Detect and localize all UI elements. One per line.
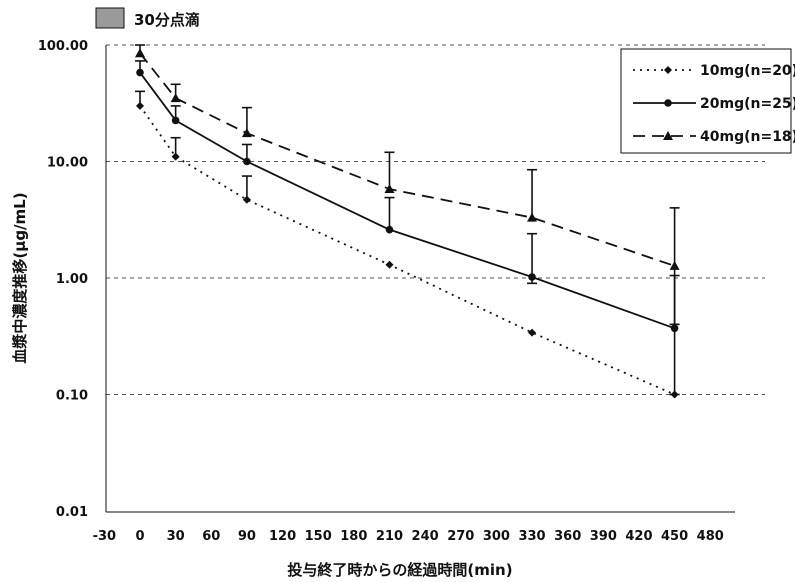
x-tick-label: 0: [135, 529, 144, 544]
diamond-marker: [242, 195, 251, 204]
axes: [105, 45, 735, 513]
legend-label: 20mg(n=25): [700, 96, 795, 112]
triangle-marker: [663, 131, 673, 140]
x-tick-label: -30: [93, 529, 117, 544]
legend-label: 10mg(n=20): [700, 63, 795, 79]
circle-marker: [664, 99, 672, 107]
x-tick-label: 90: [238, 529, 256, 544]
series-line: [139, 105, 675, 396]
x-tick-labels: -30 0 30 60 90 120 150 180 210 240 270 300 330 360 390…: [93, 529, 724, 544]
series-diamond: [135, 90, 679, 399]
triangle-marker: [135, 48, 145, 58]
x-axis-title: 投与終了時からの経過時間(min): [287, 561, 512, 579]
diamond-marker: [664, 66, 672, 74]
y-tick-label: 100.00: [38, 39, 88, 54]
circle-marker: [136, 68, 144, 77]
circle-marker: [385, 225, 394, 234]
x-tick-label: 270: [447, 529, 474, 544]
circle-marker: [528, 273, 536, 281]
series-line: [139, 72, 675, 330]
y-tick-label: 0.10: [56, 389, 88, 404]
x-tick-label: 480: [697, 529, 724, 544]
y-tick-labels: 100.00 10.00 1.00 0.10 0.01: [38, 39, 88, 520]
x-tick-label: 450: [661, 529, 688, 544]
x-tick-label: 360: [554, 529, 581, 544]
circle-marker: [171, 116, 180, 125]
x-tick-label: 390: [590, 529, 617, 544]
series-group: [135, 44, 680, 399]
diamond-marker: [171, 152, 180, 161]
triangle-marker: [170, 93, 181, 103]
header-note-label: 30分点滴: [134, 11, 200, 29]
circle-marker: [243, 157, 251, 166]
diamond-marker: [385, 260, 394, 269]
y-tick-label: 10.00: [47, 156, 88, 171]
series-line: [139, 52, 675, 267]
legend-label: 40mg(n=18): [700, 129, 795, 145]
circle-marker: [670, 324, 679, 333]
legend: 10mg(n=20) 20mg(n=25) 40mg(n=18): [620, 48, 795, 154]
x-tick-label: 30: [167, 529, 185, 544]
y-tick-label: 0.01: [56, 505, 88, 520]
x-tick-label: 120: [269, 529, 296, 544]
triangle-marker: [384, 184, 395, 194]
x-tick-label: 210: [376, 529, 403, 544]
x-tick-label: 420: [625, 529, 652, 544]
header-swatch: [95, 7, 125, 29]
grid-lines: [106, 44, 765, 395]
x-tick-label: 150: [305, 529, 332, 544]
diamond-marker: [528, 328, 537, 337]
x-tick-label: 300: [483, 529, 510, 544]
x-tick-label: 330: [518, 529, 545, 544]
y-axis-title: 血漿中濃度推移(μg/mL): [11, 192, 29, 363]
header-note: 30分点滴: [95, 7, 200, 29]
triangle-marker: [241, 128, 252, 138]
triangle-marker: [527, 212, 538, 222]
diamond-marker: [136, 101, 144, 110]
x-tick-label: 60: [202, 529, 220, 544]
y-tick-label: 1.00: [56, 272, 88, 287]
series-triangle: [135, 44, 680, 326]
x-tick-label: 240: [412, 529, 439, 544]
legend-box: [620, 48, 792, 154]
x-tick-label: 180: [340, 529, 367, 544]
triangle-marker: [669, 260, 680, 270]
series-circle: [135, 60, 680, 396]
